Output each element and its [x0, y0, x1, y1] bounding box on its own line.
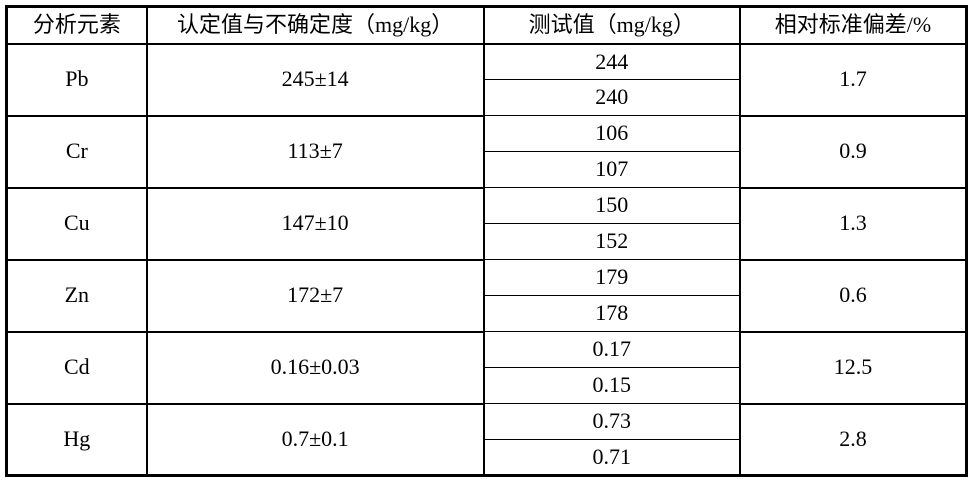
measured-value-cell: 0.15 — [482, 367, 741, 404]
table-row: 107 — [7, 151, 967, 188]
analysis-results-table: 分析元素 认定值与不确定度（mg/kg） 测试值（mg/kg） 相对标准偏差/%… — [5, 5, 968, 477]
rsd-cell: 0.6 — [738, 258, 968, 333]
rsd-cell: 2.8 — [738, 402, 968, 477]
table-row: 240 — [7, 79, 967, 116]
header-rsd: 相对标准偏差/% — [738, 5, 968, 45]
rsd-cell: 12.5 — [738, 330, 968, 405]
element-cell: Hg — [5, 402, 148, 477]
header-certified-value: 认定值与不确定度（mg/kg） — [145, 5, 485, 45]
certified-value-cell: 172±7 — [145, 258, 485, 333]
table-row: Cu 147±10 150 1.3 — [5, 186, 968, 261]
header-element: 分析元素 — [5, 5, 148, 45]
measured-value-cell: 0.73 — [482, 403, 741, 440]
header-row: 分析元素 认定值与不确定度（mg/kg） 测试值（mg/kg） 相对标准偏差/% — [5, 5, 968, 45]
table-row: 0.71 — [7, 439, 967, 476]
measured-value-cell: 0.71 — [482, 439, 741, 476]
table-row: Hg 0.7±0.1 0.73 2.8 — [5, 402, 968, 477]
certified-value-cell: 245±14 — [145, 42, 485, 117]
certified-value-cell: 0.16±0.03 — [145, 330, 485, 405]
table-body: Pb 245±14 244 1.7 240 Cr 113±7 106 0.9 107 Cu 147±1… — [5, 42, 968, 477]
measured-value-cell: 240 — [482, 79, 741, 116]
element-cell: Cr — [5, 114, 148, 189]
rsd-cell: 0.9 — [738, 114, 968, 189]
table-row: Cd 0.16±0.03 0.17 12.5 — [5, 330, 968, 405]
element-cell: Cd — [5, 330, 148, 405]
element-cell: Zn — [5, 258, 148, 333]
measured-value-cell: 152 — [482, 223, 741, 260]
measured-value-cell: 179 — [482, 259, 741, 296]
rsd-cell: 1.3 — [738, 186, 968, 261]
table-row: Pb 245±14 244 1.7 — [5, 42, 968, 117]
table-row: Zn 172±7 179 0.6 — [5, 258, 968, 333]
table-row: Cr 113±7 106 0.9 — [5, 114, 968, 189]
measured-value-cell: 178 — [482, 295, 741, 332]
certified-value-cell: 113±7 — [145, 114, 485, 189]
header-measured-value: 测试值（mg/kg） — [482, 5, 741, 45]
element-cell: Pb — [5, 42, 148, 117]
measured-value-cell: 150 — [482, 187, 741, 224]
measured-value-cell: 106 — [482, 115, 741, 152]
measured-value-cell: 107 — [482, 151, 741, 188]
measured-value-cell: 244 — [482, 43, 741, 80]
table-row: 152 — [7, 223, 967, 260]
rsd-cell: 1.7 — [738, 42, 968, 117]
measured-value-cell: 0.17 — [482, 331, 741, 368]
certified-value-cell: 0.7±0.1 — [145, 402, 485, 477]
element-cell: Cu — [5, 186, 148, 261]
certified-value-cell: 147±10 — [145, 186, 485, 261]
